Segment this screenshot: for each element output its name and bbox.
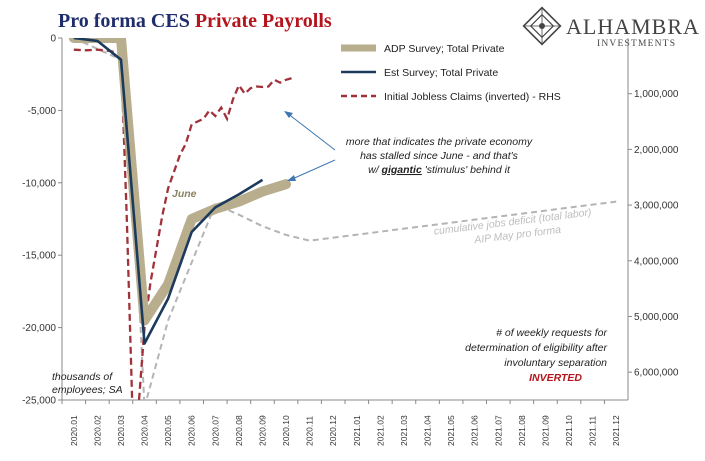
x-tick-label: 2020.05 [163,415,173,446]
legend-label-claims: Initial Jobless Claims (inverted) - RHS [384,91,561,103]
annotation-rhs-note: # of weekly requests for determination o… [465,327,607,384]
arrow-head-payrolls [287,175,296,181]
brand-emblem-icon [522,6,562,46]
annotation-rhs-line1: # of weekly requests for [496,327,607,339]
y-tick-label: 0 [50,34,56,45]
arrow-head-claims [284,111,293,118]
arrow-to-payrolls [289,159,336,181]
annotation-stalled-line3-post: 'stimulus' behind it [422,164,511,176]
brand-subtitle: INVESTMENTS [597,39,676,49]
series-initial-claims [73,48,293,400]
x-tick-label: 2021.09 [540,415,550,446]
axes: 0 -5,000 -10,000 -15,000 -20,000 -25,000 1,000… [22,34,679,447]
x-tick-label: 2021.05 [446,415,456,446]
y2-tick-label: 5,000,000 [634,312,679,323]
annotation-cumulative: cumulative jobs deficit (total labor) AI… [433,206,592,246]
annotation-rhs-line4: INVERTED [529,372,582,384]
y2-tick-label: 6,000,000 [634,368,679,379]
y-tick-label: -25,000 [22,396,56,407]
annotation-rhs-line3: involuntary separation [504,357,607,369]
annotation-stalled-line3: w/ gigantic 'stimulus' behind it [368,164,511,176]
x-tick-label: 2020.02 [92,415,102,446]
y2-tick-label: 3,000,000 [634,201,679,212]
series-layer [68,38,617,400]
annotation-units: thousands of employees; SA [52,371,123,396]
annotation-units-line2: employees; SA [52,384,123,396]
x-tick-label: 2020.09 [257,415,267,446]
series-establishment [73,38,264,345]
x-tick-label: 2020.03 [116,415,126,446]
brand-name: ALHAMBRA [566,14,700,39]
y2-tick-label: 4,000,000 [634,256,679,267]
arrow-to-claims [286,112,336,151]
x-tick-label: 2021.07 [493,415,503,446]
x-tick-label: 2021.06 [470,415,480,446]
annotation-stalled-line3-em: gigantic [381,164,422,176]
annotation-stalled-line3-pre: w/ [368,164,381,176]
annotation-june: June [172,188,197,200]
x-tick-label: 2021.10 [564,415,574,446]
legend: ADP Survey; Total Private Est Survey; To… [341,43,561,103]
annotation-arrows [284,111,336,181]
x-tick-label: 2020.10 [281,415,291,446]
y-tick-label: -10,000 [22,178,56,189]
x-tick-label: 2021.03 [399,415,409,446]
x-tick-label: 2021.12 [611,415,621,446]
annotation-stalled: more that indicates the private economy … [346,136,533,176]
x-tick-label: 2020.07 [210,415,220,446]
alhambra-logo: ALHAMBRA INVESTMENTS [522,6,700,49]
chart-title: Pro forma CES Private Payrolls [58,10,332,32]
y2-tick-label: 2,000,000 [634,145,679,156]
x-tick-label: 2020.04 [140,415,150,446]
x-tick-label: 2021.11 [588,416,598,446]
series-adp [68,38,291,326]
x-tick-label: 2020.06 [187,415,197,446]
annotation-stalled-line1: more that indicates the private economy [346,136,533,148]
y-tick-label: -15,000 [22,251,56,262]
annotation-units-line1: thousands of [52,371,113,383]
annotation-rhs-line2: determination of eligibility after [465,342,607,354]
x-tick-label: 2020.08 [234,415,244,446]
legend-label-adp: ADP Survey; Total Private [384,43,505,55]
legend-label-est: Est Survey; Total Private [384,67,498,79]
x-tick-label: 2021.08 [517,415,527,446]
x-tick-label: 2021.04 [423,415,433,446]
x-tick-label: 2020.01 [69,415,79,446]
title-part-1: Pro forma CES [58,10,195,32]
y-tick-label: -20,000 [22,323,56,334]
y-tick-label: -5,000 [28,106,57,117]
x-tick-label: 2021.01 [352,415,362,446]
title-part-2: Private Payrolls [195,10,332,32]
x-tick-label: 2020.11 [305,416,315,446]
y2-tick-label: 1,000,000 [634,89,679,100]
x-tick-label: 2020.12 [328,415,338,446]
annotation-stalled-line2: has stalled since June - and that's [360,150,519,162]
x-tick-label: 2021.02 [375,415,385,446]
